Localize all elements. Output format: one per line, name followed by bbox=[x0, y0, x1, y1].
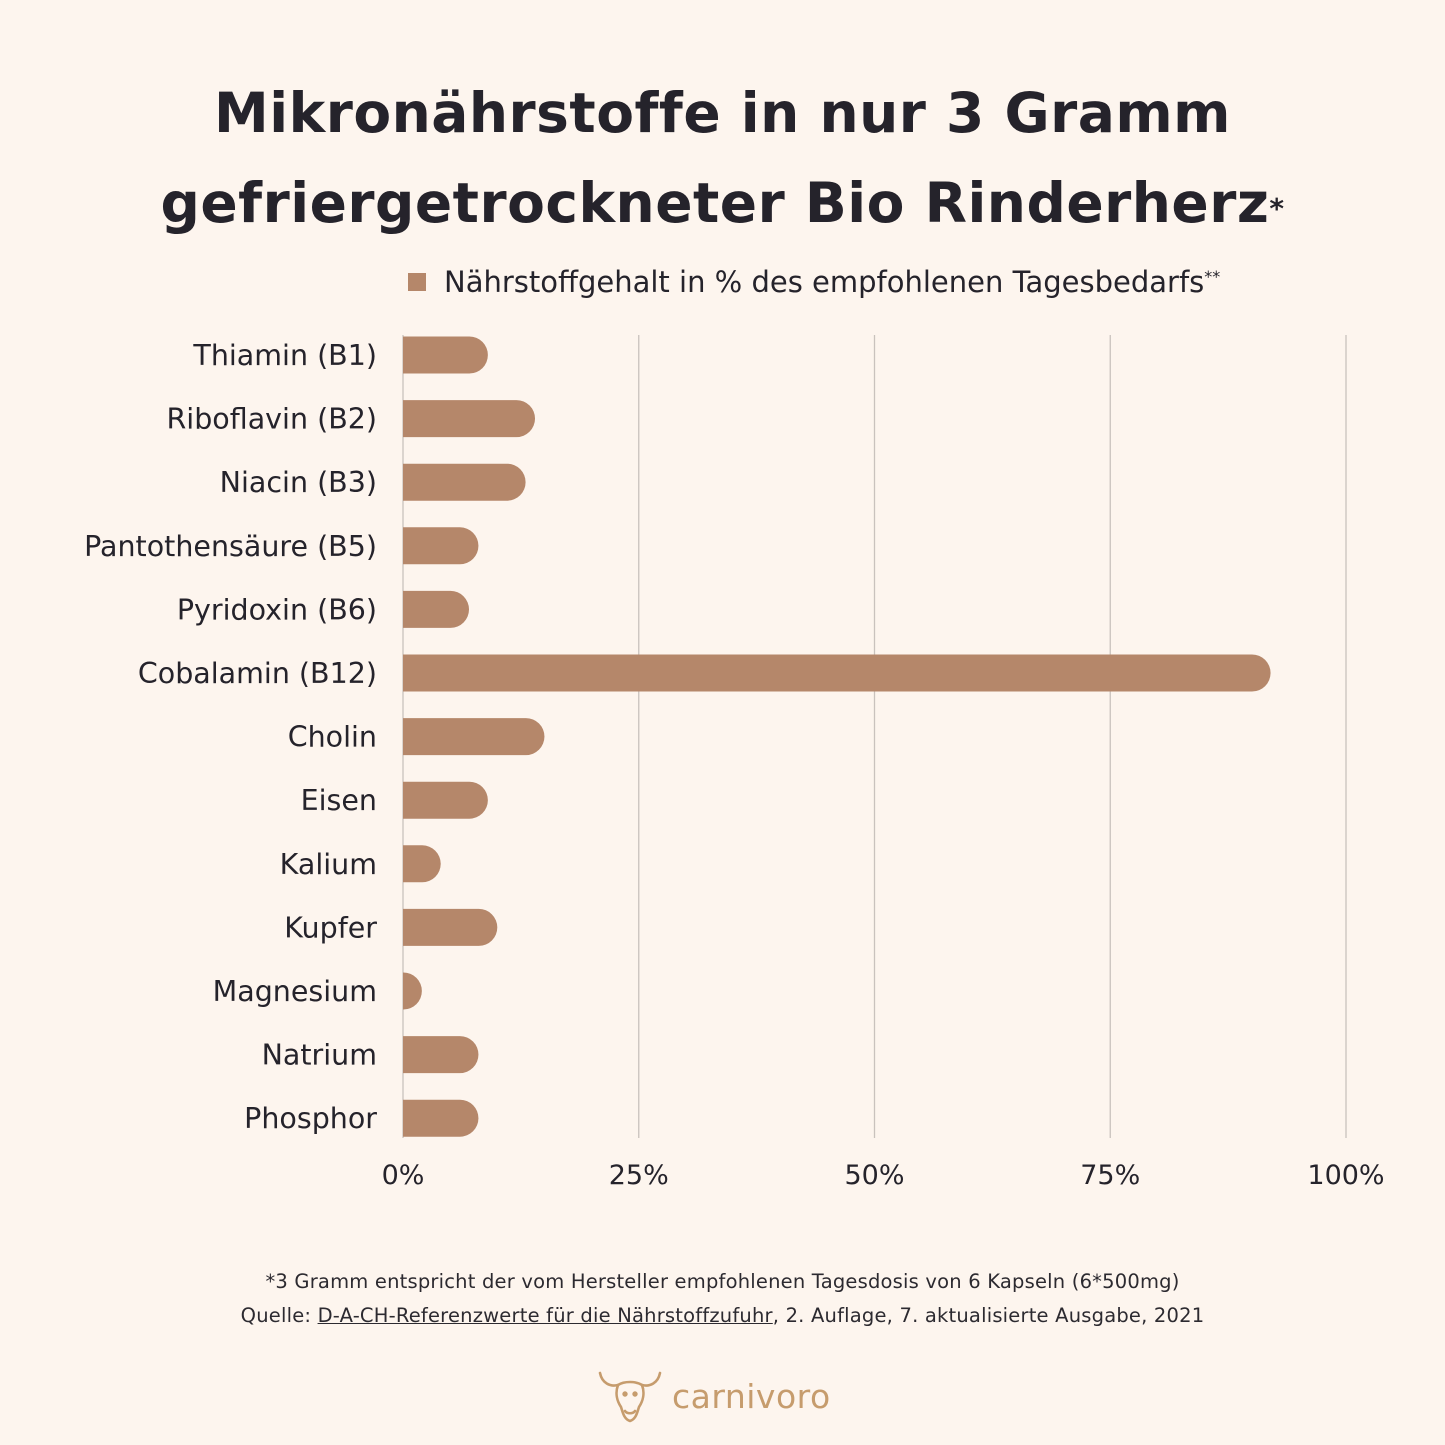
legend: Nährstoffgehalt in % des empfohlenen Tag… bbox=[408, 262, 1220, 302]
x-tick-label: 50% bbox=[844, 1160, 904, 1191]
x-tick-label: 75% bbox=[1080, 1160, 1140, 1191]
legend-swatch bbox=[408, 273, 426, 291]
brand-name: carnivoro bbox=[672, 1376, 831, 1416]
chart-title-line2: gefriergetrockneter Bio Rinderherz* bbox=[0, 158, 1445, 248]
category-label-layer: Thiamin (B1) Riboflavin (B2) Niacin (B3) Pa… bbox=[84, 339, 377, 1135]
chart-title-line1: Mikronährstoffe in nur 3 Gramm bbox=[214, 81, 1231, 145]
bar-layer bbox=[403, 336, 1271, 1137]
category-label: Kalium bbox=[280, 848, 377, 881]
category-label: Niacin (B3) bbox=[220, 466, 377, 499]
bar bbox=[403, 1099, 479, 1137]
bar bbox=[403, 590, 470, 628]
category-label: Thiamin (B1) bbox=[192, 339, 377, 372]
legend-label: Nährstoffgehalt in % des empfohlenen Tag… bbox=[444, 265, 1205, 299]
x-tick-label: 0% bbox=[382, 1160, 425, 1191]
footnote-source-suffix: , 2. Auflage, 7. aktualisierte Ausgabe, … bbox=[772, 1304, 1205, 1327]
bar bbox=[403, 1036, 479, 1074]
category-label: Pyridoxin (B6) bbox=[177, 593, 377, 626]
chart-title-line2-text: gefriergetrockneter Bio Rinderherz bbox=[160, 171, 1270, 235]
source-link[interactable]: D-A-CH-Referenzwerte für die Nährstoffzu… bbox=[317, 1304, 773, 1327]
category-label: Phosphor bbox=[244, 1102, 377, 1135]
bar bbox=[403, 400, 536, 438]
footnote-dosage: *3 Gramm entspricht der vom Hersteller e… bbox=[265, 1270, 1180, 1293]
tick-label-layer: 0% 25% 50% 75% 100% bbox=[382, 1160, 1385, 1191]
category-label: Magnesium bbox=[213, 975, 377, 1008]
legend-footnote-mark: ** bbox=[1204, 266, 1221, 286]
bull-head-icon bbox=[598, 1371, 662, 1423]
footnote-source-prefix: Quelle: bbox=[240, 1304, 318, 1327]
bar bbox=[403, 336, 488, 374]
bar bbox=[403, 654, 1271, 692]
chart-title: Mikronährstoffe in nur 3 Gramm gefrierge… bbox=[0, 68, 1445, 248]
category-label: Cholin bbox=[288, 721, 377, 754]
x-tick-label: 100% bbox=[1307, 1160, 1384, 1191]
title-footnote-mark: * bbox=[1269, 192, 1285, 225]
category-label: Riboflavin (B2) bbox=[167, 403, 378, 436]
bar bbox=[403, 781, 488, 819]
bar bbox=[403, 908, 498, 946]
bar bbox=[403, 527, 479, 565]
category-label: Kupfer bbox=[284, 911, 377, 944]
bar bbox=[403, 718, 545, 756]
category-label: Eisen bbox=[301, 784, 377, 817]
category-label: Cobalamin (B12) bbox=[138, 657, 377, 690]
bar bbox=[403, 463, 526, 501]
bar bbox=[403, 845, 441, 883]
x-tick-label: 25% bbox=[609, 1160, 669, 1191]
category-label: Pantothensäure (B5) bbox=[84, 530, 377, 563]
footnote-source: Quelle: D-A-CH-Referenzwerte für die Näh… bbox=[0, 1304, 1445, 1327]
brand-logo: carnivoro bbox=[596, 1366, 831, 1426]
bar bbox=[403, 972, 422, 1010]
category-label: Natrium bbox=[262, 1039, 377, 1072]
bar-chart: Thiamin (B1) Riboflavin (B2) Niacin (B3) Pa… bbox=[84, 335, 1385, 1191]
